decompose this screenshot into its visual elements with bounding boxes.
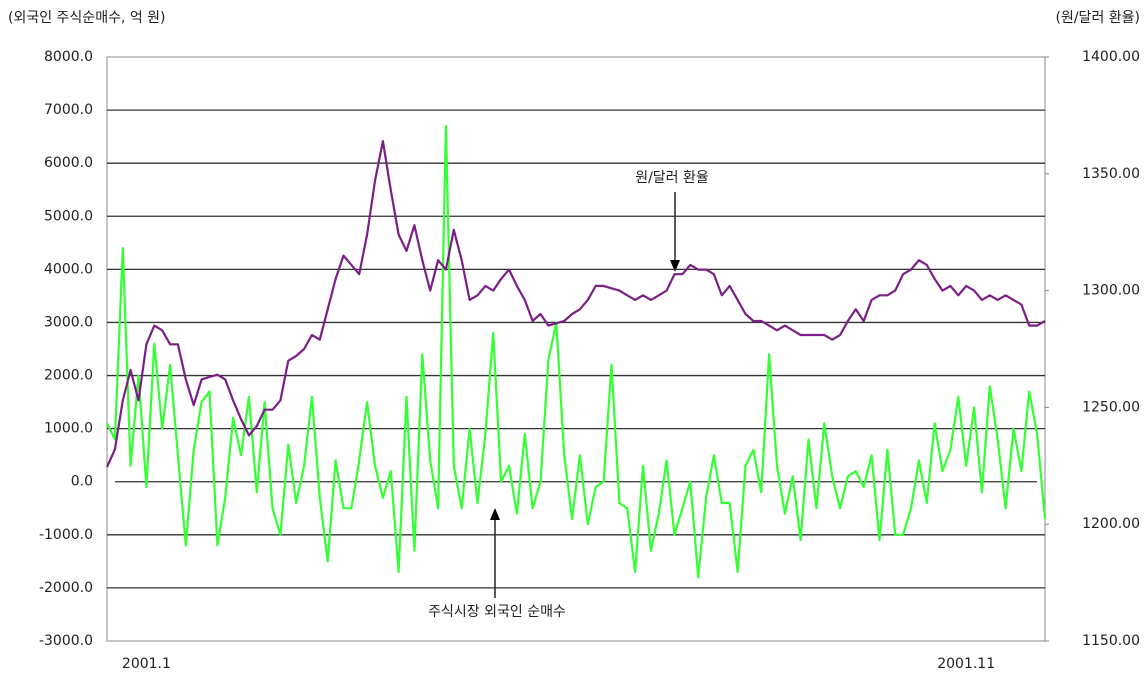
y2-axis-title: (원/달러 환율) — [1056, 10, 1141, 26]
y-tick-label: -2000.0 — [39, 580, 93, 596]
series-line — [106, 124, 1047, 579]
y-tick-label: 4000.0 — [44, 261, 93, 277]
y-tick-label: 6000.0 — [44, 155, 93, 171]
y-tick-label: 5000.0 — [44, 208, 93, 224]
y-tick-label: 0.0 — [71, 474, 93, 490]
y2-tick-label: 1200.00 — [1082, 516, 1140, 532]
y-tick-label: 2000.0 — [44, 368, 93, 384]
x-tick-label: 2001.1 — [122, 656, 171, 672]
annotation: 원/달러 환율 — [635, 170, 709, 186]
y2-tick-label: 1350.00 — [1082, 166, 1140, 182]
plot-frame — [106, 56, 1046, 642]
series-line — [105, 140, 1046, 468]
y-tick-label: 8000.0 — [44, 49, 93, 65]
y2-tick-label: 1250.00 — [1082, 399, 1140, 415]
annotation: 주식시장 외국인 순매수 — [428, 604, 566, 620]
y2-tick-label: 1150.00 — [1082, 633, 1140, 649]
y-tick-label: -3000.0 — [39, 633, 93, 649]
y-tick-label: 7000.0 — [44, 102, 93, 118]
y-tick-label: 3000.0 — [44, 314, 93, 330]
y-tick-label: 1000.0 — [44, 421, 93, 437]
y-tick-label: -1000.0 — [39, 527, 93, 543]
annotation-arrow-head — [670, 260, 680, 272]
x-tick-label: 2001.11 — [937, 656, 995, 672]
y2-tick-label: 1400.00 — [1082, 49, 1140, 65]
y-axis-title: (외국인 주식순매수, 억 원) — [8, 10, 166, 26]
annotation-arrow-head — [490, 508, 500, 520]
y2-tick-label: 1300.00 — [1082, 283, 1140, 299]
